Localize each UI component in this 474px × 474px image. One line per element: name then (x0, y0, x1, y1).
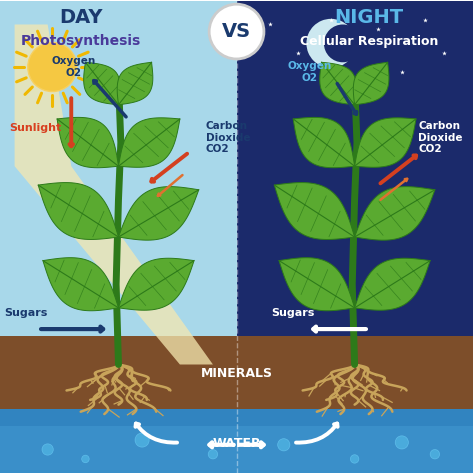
Polygon shape (0, 1, 237, 365)
Polygon shape (237, 1, 473, 365)
Circle shape (350, 455, 359, 463)
Polygon shape (293, 118, 355, 168)
Polygon shape (84, 62, 120, 105)
Text: Cellular Respiration: Cellular Respiration (300, 35, 438, 47)
Text: MINERALS: MINERALS (201, 367, 273, 381)
Text: DAY: DAY (59, 8, 102, 27)
Text: Oxygen
O2: Oxygen O2 (52, 56, 96, 78)
Text: Sugars: Sugars (5, 308, 48, 318)
Polygon shape (118, 187, 199, 240)
Circle shape (395, 436, 409, 449)
Circle shape (28, 43, 77, 91)
Circle shape (82, 455, 89, 463)
Circle shape (208, 449, 218, 459)
Polygon shape (57, 118, 118, 168)
Text: Photosynthesis: Photosynthesis (20, 34, 141, 48)
Polygon shape (118, 118, 180, 167)
Text: NIGHT: NIGHT (334, 8, 403, 27)
Polygon shape (355, 258, 430, 310)
Text: Carbon
Dioxide
CO2: Carbon Dioxide CO2 (419, 121, 463, 155)
Text: Sunlight: Sunlight (10, 123, 62, 133)
Wedge shape (306, 19, 356, 68)
Circle shape (430, 449, 439, 459)
Polygon shape (43, 258, 118, 311)
Circle shape (135, 433, 149, 447)
Polygon shape (353, 62, 389, 105)
Circle shape (278, 438, 290, 451)
Polygon shape (320, 62, 356, 105)
Polygon shape (15, 25, 213, 365)
Polygon shape (279, 258, 355, 311)
Polygon shape (274, 182, 355, 239)
Polygon shape (0, 336, 473, 426)
Polygon shape (0, 410, 473, 426)
Circle shape (324, 25, 362, 62)
Text: Oxygen
O2: Oxygen O2 (288, 61, 332, 82)
Polygon shape (118, 258, 194, 310)
Polygon shape (355, 118, 416, 167)
Circle shape (209, 4, 264, 59)
Text: WATER: WATER (212, 438, 261, 450)
Polygon shape (355, 187, 435, 240)
Text: Sugars: Sugars (272, 308, 315, 318)
Polygon shape (117, 62, 153, 105)
Polygon shape (38, 182, 118, 239)
Text: VS: VS (222, 22, 251, 41)
Circle shape (42, 444, 53, 455)
Polygon shape (0, 410, 473, 473)
Text: Carbon
Dioxide
CO2: Carbon Dioxide CO2 (206, 121, 250, 155)
